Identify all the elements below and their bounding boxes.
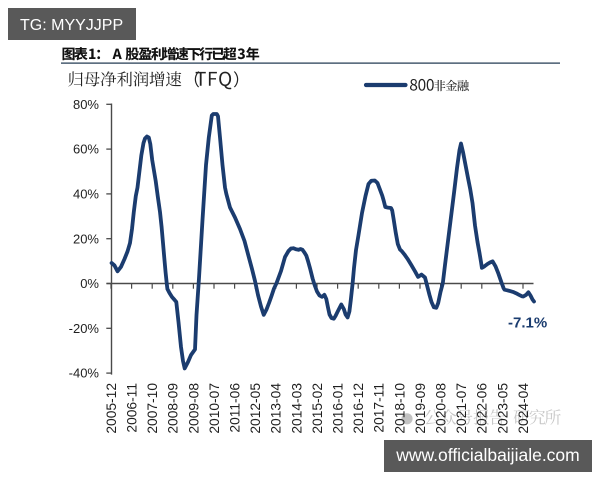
svg-text:2007-10: 2007-10: [145, 383, 160, 434]
svg-text:2020-08: 2020-08: [434, 383, 449, 434]
svg-text:2021-07: 2021-07: [454, 383, 469, 434]
svg-text:2012-05: 2012-05: [248, 383, 263, 434]
svg-text:-40%: -40%: [69, 366, 100, 381]
svg-text:0%: 0%: [80, 276, 99, 291]
svg-text:2015-02: 2015-02: [310, 383, 325, 434]
svg-text:2005-12: 2005-12: [104, 383, 119, 434]
svg-text:2009-08: 2009-08: [186, 383, 201, 434]
svg-text:20%: 20%: [73, 231, 99, 246]
svg-text:2011-06: 2011-06: [228, 383, 243, 433]
svg-text:80%: 80%: [73, 97, 99, 112]
svg-text:-20%: -20%: [69, 321, 100, 336]
svg-text:2014-03: 2014-03: [289, 383, 304, 434]
svg-text:2017-11: 2017-11: [372, 383, 387, 433]
svg-text:2022-06: 2022-06: [475, 383, 490, 434]
svg-text:2016-12: 2016-12: [351, 383, 366, 434]
svg-text:2019-09: 2019-09: [413, 383, 428, 434]
svg-text:2013-04: 2013-04: [269, 383, 284, 434]
svg-text:2016-01: 2016-01: [331, 383, 346, 434]
svg-text:2018-10: 2018-10: [392, 383, 407, 434]
svg-text:2006-11: 2006-11: [125, 383, 140, 433]
svg-text:2023-05: 2023-05: [495, 383, 510, 434]
svg-text:40%: 40%: [73, 187, 99, 202]
svg-text:2024-04: 2024-04: [516, 383, 531, 434]
svg-text:60%: 60%: [73, 142, 99, 157]
svg-text:2008-09: 2008-09: [166, 383, 181, 434]
svg-text:2010-07: 2010-07: [207, 383, 222, 434]
svg-text:-7.1%: -7.1%: [508, 315, 547, 332]
